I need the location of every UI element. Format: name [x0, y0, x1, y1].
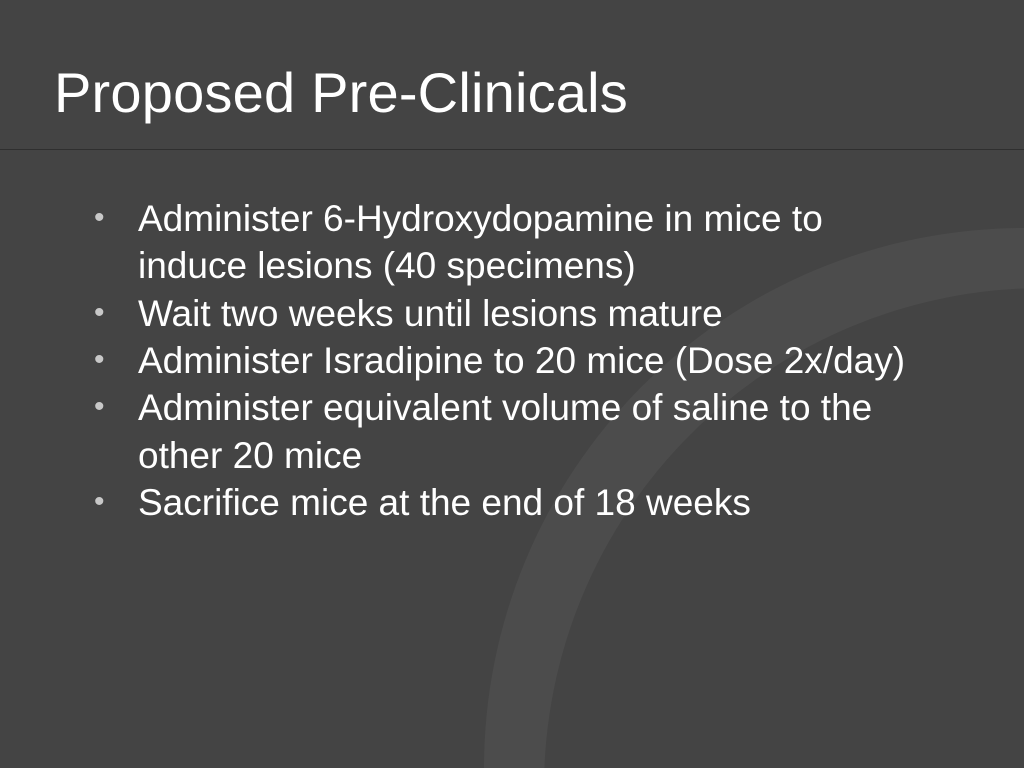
- bullet-item: Administer 6-Hydroxydopamine in mice to …: [90, 195, 940, 290]
- bullet-item: Administer Isradipine to 20 mice (Dose 2…: [90, 337, 940, 384]
- bullet-item: Administer equivalent volume of saline t…: [90, 384, 940, 479]
- bullet-list: Administer 6-Hydroxydopamine in mice to …: [90, 195, 940, 527]
- bullet-item: Sacrifice mice at the end of 18 weeks: [90, 479, 940, 526]
- title-underline: [0, 149, 1024, 150]
- slide: Proposed Pre-Clinicals Administer 6-Hydr…: [0, 0, 1024, 768]
- slide-title: Proposed Pre-Clinicals: [54, 60, 628, 125]
- bullet-item: Wait two weeks until lesions mature: [90, 290, 940, 337]
- slide-body: Administer 6-Hydroxydopamine in mice to …: [90, 195, 940, 527]
